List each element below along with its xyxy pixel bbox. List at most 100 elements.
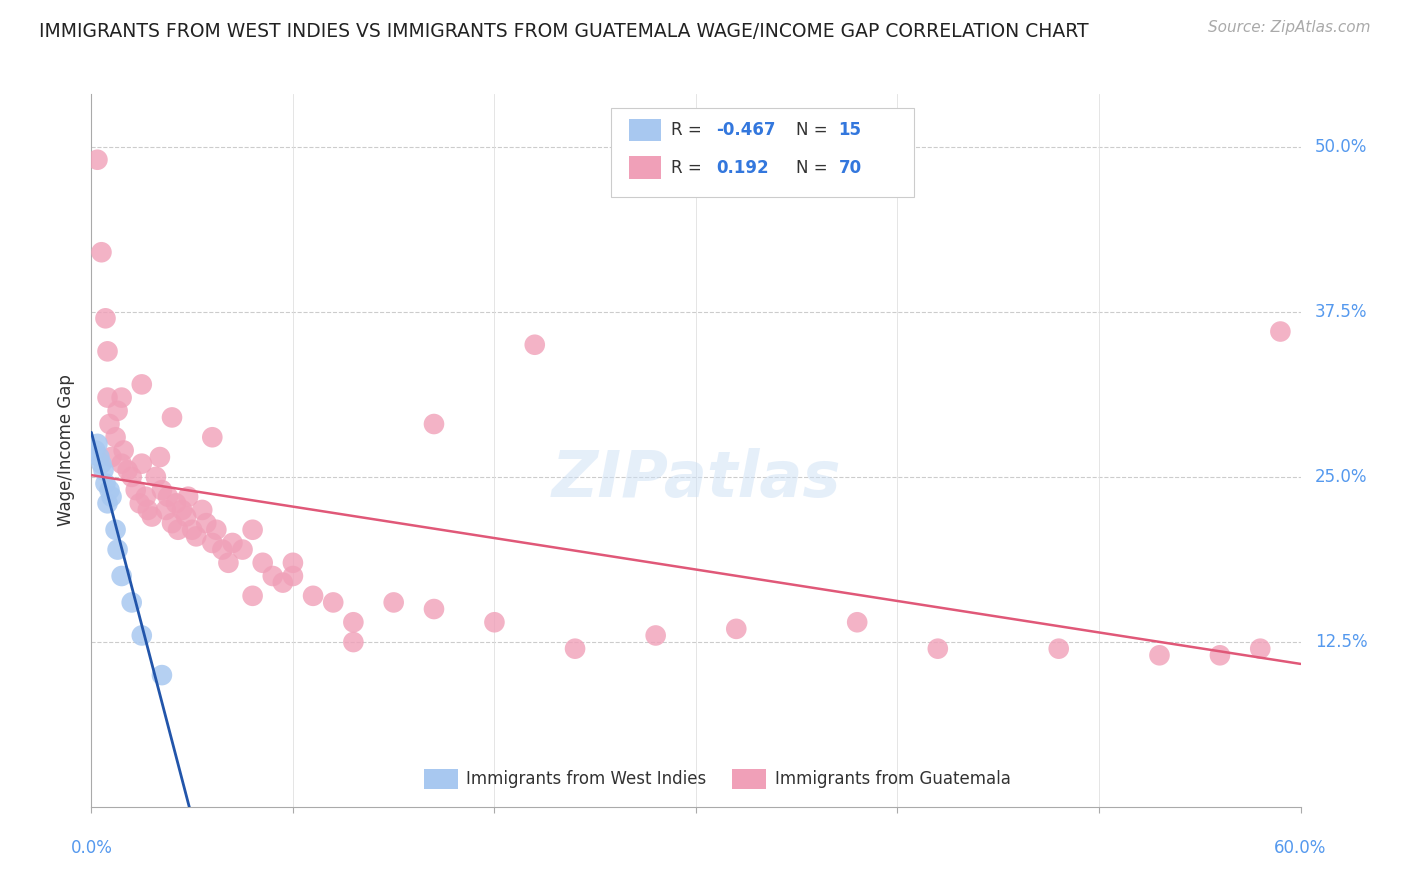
- Y-axis label: Wage/Income Gap: Wage/Income Gap: [58, 375, 76, 526]
- Point: [128, 496, 150, 510]
- Point: [281, 569, 304, 583]
- Text: -0.467: -0.467: [717, 121, 776, 139]
- Point: [131, 628, 153, 642]
- Point: [423, 417, 446, 431]
- Point: [131, 377, 153, 392]
- Text: Source: ZipAtlas.com: Source: ZipAtlas.com: [1208, 20, 1371, 35]
- FancyBboxPatch shape: [630, 156, 661, 179]
- Point: [1047, 641, 1070, 656]
- Point: [322, 595, 344, 609]
- Text: Immigrants from West Indies: Immigrants from West Indies: [467, 771, 706, 789]
- Point: [100, 450, 122, 464]
- Point: [211, 542, 233, 557]
- Point: [155, 503, 177, 517]
- Point: [135, 490, 157, 504]
- Point: [846, 615, 869, 630]
- Point: [342, 635, 364, 649]
- Point: [1209, 648, 1232, 663]
- Point: [1249, 641, 1271, 656]
- Point: [262, 569, 284, 583]
- FancyBboxPatch shape: [630, 119, 661, 142]
- Point: [96, 391, 118, 405]
- Point: [107, 404, 129, 418]
- Point: [104, 523, 127, 537]
- Text: 37.5%: 37.5%: [1315, 302, 1368, 321]
- Point: [94, 476, 117, 491]
- Text: 25.0%: 25.0%: [1315, 468, 1368, 486]
- Point: [117, 463, 139, 477]
- Point: [221, 536, 243, 550]
- Point: [191, 503, 214, 517]
- Point: [141, 509, 163, 524]
- Point: [201, 536, 224, 550]
- Point: [104, 430, 127, 444]
- Point: [107, 542, 129, 557]
- Point: [186, 529, 208, 543]
- Text: R =: R =: [671, 121, 707, 139]
- Point: [195, 516, 218, 530]
- Text: 0.0%: 0.0%: [70, 839, 112, 857]
- Point: [725, 622, 748, 636]
- Point: [149, 450, 172, 464]
- Point: [89, 450, 111, 464]
- Point: [156, 490, 179, 504]
- Text: R =: R =: [671, 159, 707, 177]
- Point: [242, 589, 264, 603]
- Point: [121, 595, 143, 609]
- Text: ZIPatlas: ZIPatlas: [551, 448, 841, 510]
- Point: [125, 483, 148, 497]
- Point: [94, 311, 117, 326]
- Point: [160, 516, 183, 530]
- Text: 60.0%: 60.0%: [1274, 839, 1327, 857]
- Point: [96, 344, 118, 359]
- Point: [271, 575, 294, 590]
- Point: [217, 556, 239, 570]
- Point: [90, 457, 112, 471]
- Point: [564, 641, 586, 656]
- Point: [136, 503, 159, 517]
- FancyBboxPatch shape: [612, 108, 914, 197]
- Point: [93, 463, 115, 477]
- Text: 15: 15: [838, 121, 862, 139]
- Point: [342, 615, 364, 630]
- Point: [1149, 648, 1171, 663]
- Text: 12.5%: 12.5%: [1315, 633, 1368, 651]
- Point: [98, 483, 121, 497]
- Point: [90, 245, 112, 260]
- Point: [382, 595, 405, 609]
- Point: [98, 417, 121, 431]
- Point: [150, 668, 173, 682]
- Point: [927, 641, 949, 656]
- Text: Immigrants from Guatemala: Immigrants from Guatemala: [775, 771, 1011, 789]
- Text: 70: 70: [838, 159, 862, 177]
- Text: 50.0%: 50.0%: [1315, 137, 1368, 155]
- Point: [177, 490, 200, 504]
- Point: [423, 602, 446, 616]
- Point: [165, 496, 187, 510]
- Point: [205, 523, 228, 537]
- Point: [523, 337, 546, 351]
- Point: [252, 556, 274, 570]
- Point: [172, 503, 194, 517]
- Point: [484, 615, 506, 630]
- Point: [302, 589, 325, 603]
- Point: [111, 391, 132, 405]
- Point: [96, 496, 118, 510]
- Text: N =: N =: [796, 159, 834, 177]
- Point: [167, 523, 190, 537]
- Point: [86, 153, 108, 167]
- Point: [281, 556, 304, 570]
- Point: [111, 457, 132, 471]
- Point: [131, 457, 153, 471]
- Point: [644, 628, 666, 642]
- Point: [181, 523, 204, 537]
- Point: [174, 509, 197, 524]
- Point: [112, 443, 135, 458]
- Point: [201, 430, 224, 444]
- Text: 0.192: 0.192: [717, 159, 769, 177]
- Point: [242, 523, 264, 537]
- Point: [86, 437, 108, 451]
- Point: [1270, 325, 1292, 339]
- Point: [150, 483, 173, 497]
- FancyBboxPatch shape: [425, 770, 458, 789]
